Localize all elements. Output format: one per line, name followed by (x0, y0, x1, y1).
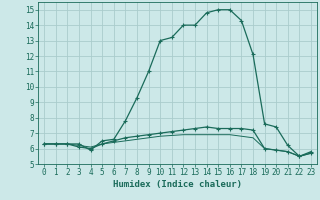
X-axis label: Humidex (Indice chaleur): Humidex (Indice chaleur) (113, 180, 242, 189)
